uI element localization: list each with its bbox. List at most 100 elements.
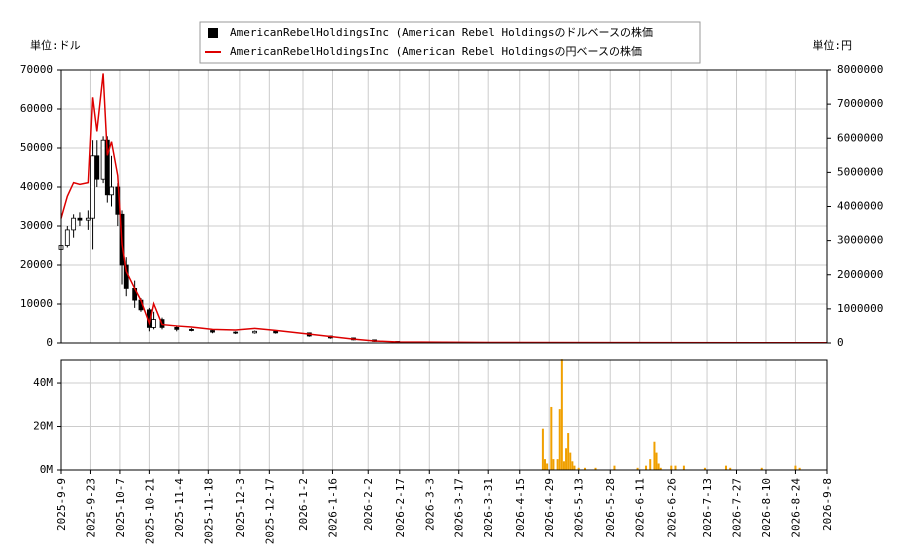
candle-body — [252, 330, 258, 334]
legend-box — [199, 21, 701, 64]
y2-tick-label: 6000000 — [837, 131, 883, 144]
volume-bar — [653, 441, 656, 470]
candle-body — [94, 155, 100, 180]
volume-bar — [569, 452, 572, 470]
x-tick-label: 2025-11-4 — [173, 478, 186, 538]
candle-body — [151, 319, 156, 328]
volume-bar — [659, 467, 662, 470]
y-tick-label: 70000 — [20, 63, 53, 76]
x-tick-label: 2025-11-18 — [202, 478, 215, 544]
candle-body — [64, 229, 70, 246]
candle-body — [109, 186, 114, 196]
volume-bar — [798, 467, 801, 470]
y2-tick-label: 7000000 — [837, 97, 883, 110]
y-tick-label: 0M — [40, 463, 54, 476]
x-tick-label: 2026-3-31 — [482, 478, 495, 538]
x-tick-label: 2025-9-9 — [55, 478, 68, 531]
candle-body — [100, 139, 106, 180]
volume-bar — [794, 465, 797, 470]
volume-bar — [655, 452, 658, 470]
volume-bar — [583, 467, 586, 470]
legend-swatch — [208, 28, 218, 38]
candle-body — [104, 139, 110, 196]
y-tick-label: 50000 — [20, 141, 53, 154]
x-tick-label: 2026-4-15 — [514, 478, 527, 538]
candle-body — [273, 330, 279, 334]
volume-bar — [560, 359, 563, 470]
volume-bar — [682, 465, 685, 470]
volume-bar — [546, 463, 549, 470]
x-tick-label: 2026-6-11 — [634, 478, 647, 538]
volume-bar — [577, 467, 580, 470]
x-tick-label: 2025-10-21 — [143, 478, 156, 544]
x-tick-label: 2026-1-16 — [326, 478, 339, 538]
legend-label: AmericanRebelHoldingsInc (American Rebel… — [230, 44, 642, 58]
x-tick-label: 2025-12-17 — [263, 478, 276, 544]
volume-bar — [558, 409, 561, 470]
volume-bar — [552, 459, 555, 470]
x-tick-label: 2026-1-2 — [297, 478, 310, 531]
plots: 2025-9-9 2025-9-23 2025-10-7 2025-10-21 2025… — [20, 63, 883, 544]
candle-body — [85, 217, 91, 221]
volume-bar — [562, 461, 565, 470]
volume-bar — [729, 467, 732, 470]
volume-bar — [571, 461, 574, 470]
volume-bar — [544, 459, 547, 470]
y-axis-label: 単位:ドル — [30, 38, 81, 52]
y-tick-label: 40M — [33, 376, 53, 389]
candle-body — [77, 217, 83, 221]
volume-bar — [649, 459, 652, 470]
volume-bar — [573, 465, 576, 470]
candle-body — [189, 328, 194, 331]
volume-bar — [541, 428, 544, 470]
candle-body — [210, 330, 215, 333]
y2-tick-label: 5000000 — [837, 165, 883, 178]
x-tick-label: 2026-7-13 — [701, 478, 714, 538]
volume-bar — [724, 465, 727, 470]
y2-tick-label: 0 — [837, 336, 844, 349]
volume-bar — [657, 463, 660, 470]
volume-bar — [594, 467, 597, 470]
legend-label: AmericanRebelHoldingsInc (American Rebel… — [230, 25, 653, 39]
x-tick-label: 2026-4-29 — [543, 478, 556, 538]
x-tick-label: 2026-8-10 — [760, 478, 773, 538]
x-tick-label: 2025-9-23 — [84, 478, 97, 538]
candle-body — [71, 217, 77, 231]
volume-frame — [60, 359, 828, 471]
x-tick-label: 2026-2-2 — [362, 478, 375, 531]
y2-tick-label: 8000000 — [837, 63, 883, 76]
volume-bar — [645, 465, 648, 470]
x-tick-label: 2026-9-8 — [821, 478, 834, 531]
yen-line — [60, 73, 828, 344]
volume-bar — [636, 467, 639, 470]
y2-tick-label: 3000000 — [837, 234, 883, 247]
y-tick-label: 20000 — [20, 258, 53, 271]
y-tick-label: 10000 — [20, 297, 53, 310]
y-tick-label: 40000 — [20, 180, 53, 193]
x-tick-label: 2025-10-7 — [114, 478, 127, 538]
x-tick-label: 2026-2-17 — [394, 478, 407, 538]
y-tick-label: 0 — [46, 336, 53, 349]
x-tick-label: 2026-5-13 — [573, 478, 586, 538]
volume-bar — [670, 465, 673, 470]
volume-bar — [565, 448, 568, 470]
volume-bar — [613, 465, 616, 470]
x-tick-label: 2026-6-26 — [665, 478, 678, 538]
y-tick-label: 20M — [33, 420, 53, 433]
candle-body — [90, 155, 95, 219]
x-tick-label: 2026-5-28 — [604, 478, 617, 538]
x-tick-label: 2026-7-27 — [731, 478, 744, 538]
x-tick-label: 2026-8-24 — [789, 478, 802, 538]
volume-bar — [550, 406, 553, 470]
volume-bar — [674, 465, 677, 470]
y2-tick-label: 1000000 — [837, 302, 883, 315]
y-tick-label: 30000 — [20, 219, 53, 232]
candle-body — [233, 331, 239, 334]
candle-body — [174, 326, 180, 330]
volume-bar — [760, 467, 763, 470]
price-frame — [60, 69, 828, 344]
volume-bar — [703, 467, 706, 470]
y2-tick-label: 2000000 — [837, 268, 883, 281]
